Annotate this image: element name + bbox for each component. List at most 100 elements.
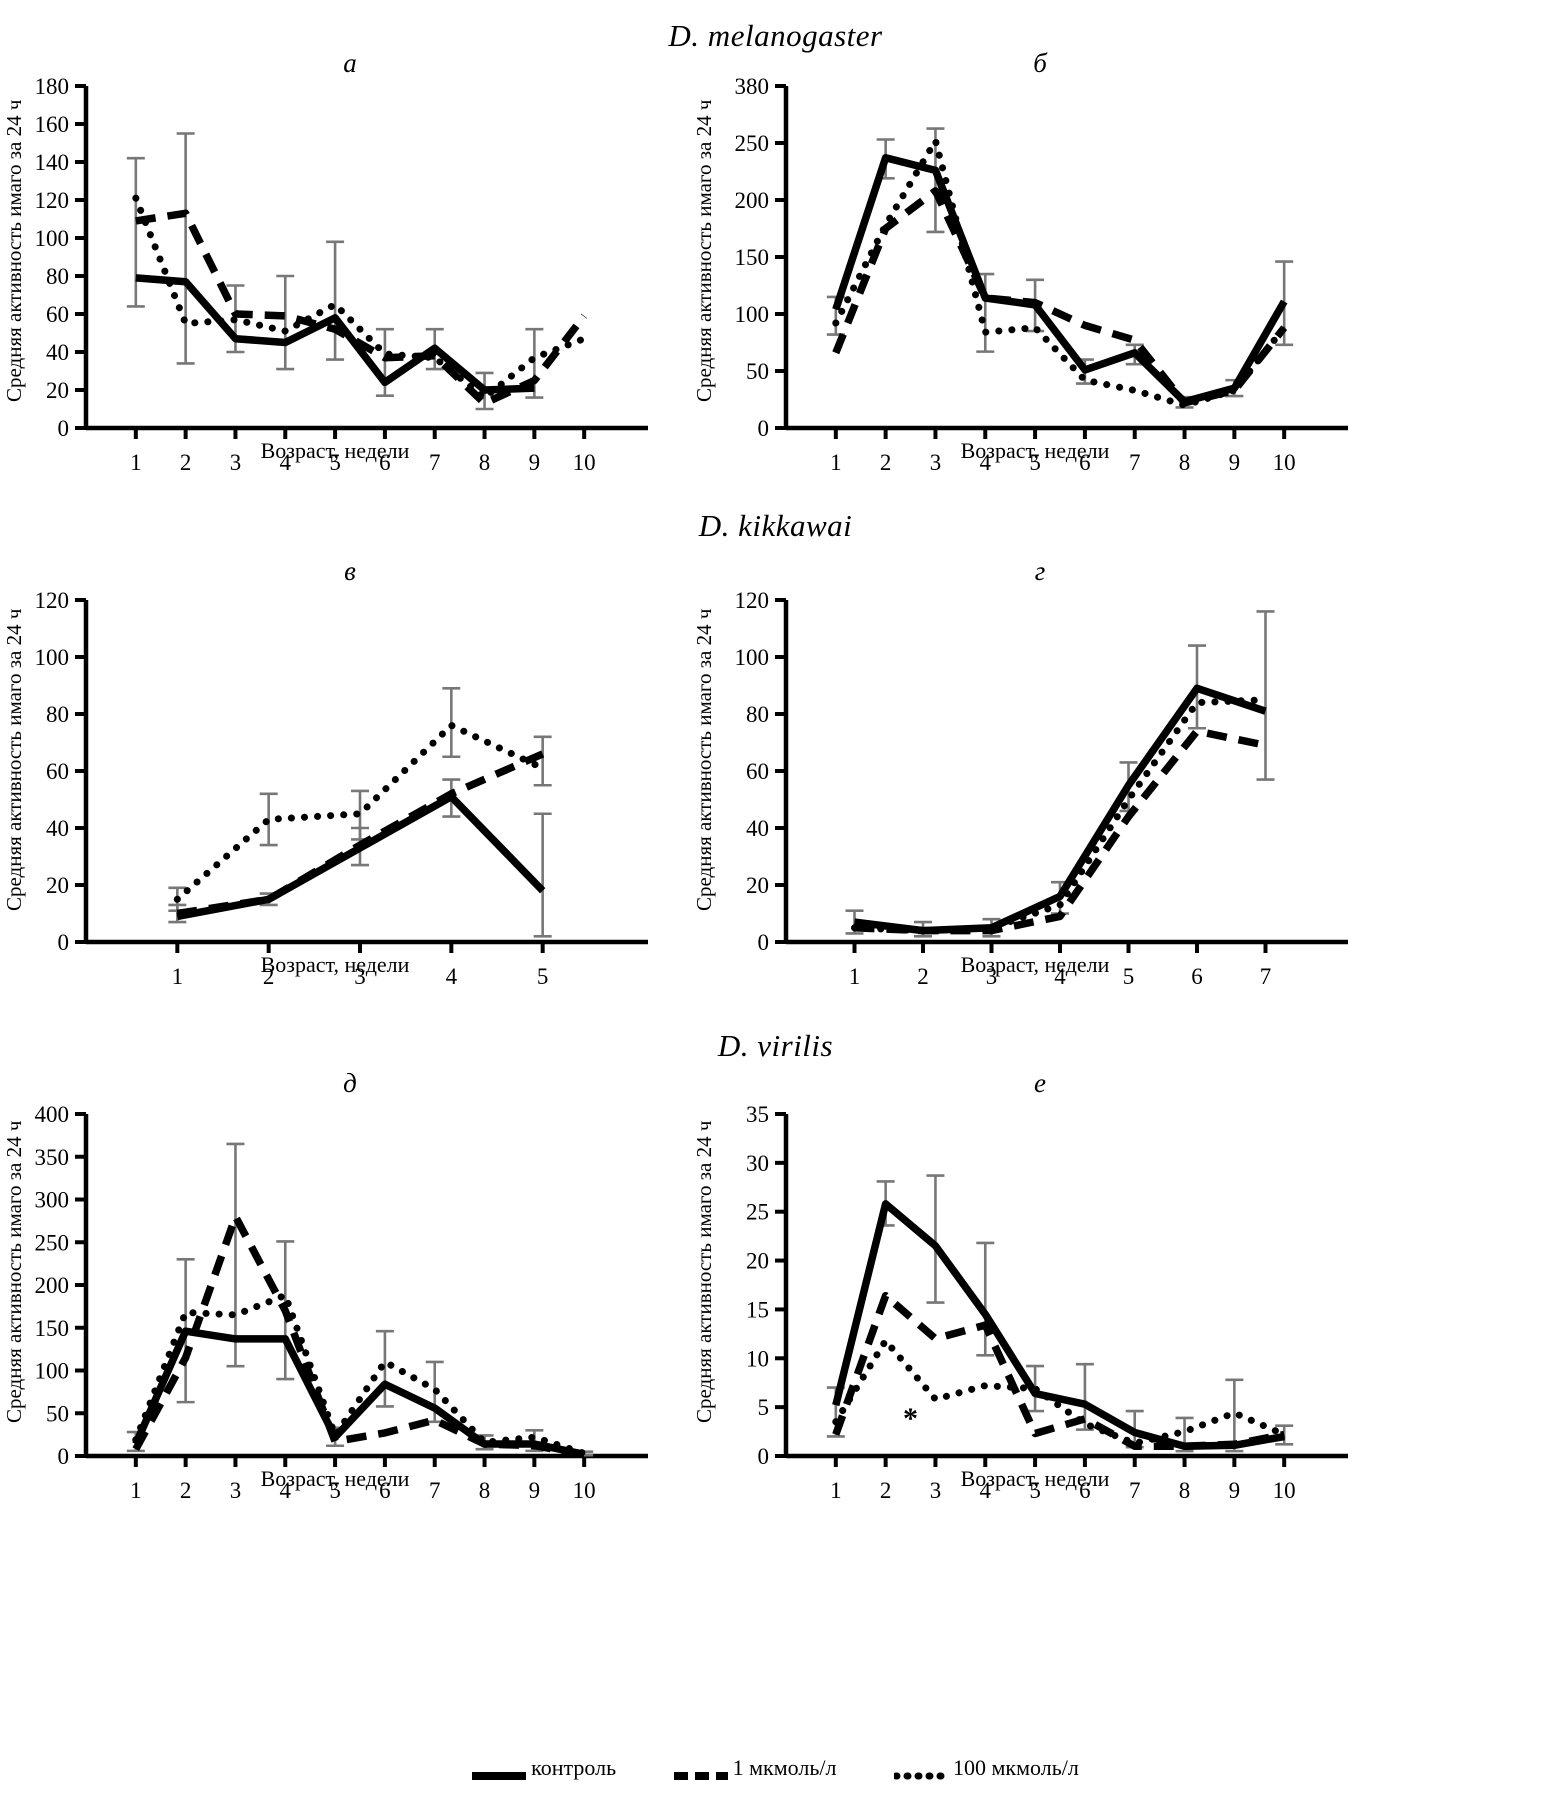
y-tick-label: 120 [735,588,770,613]
panel-g: г Средняя активность имаго за 24 ч 0 20 40… [690,556,1390,996]
x-tick-label: 9 [1229,1478,1241,1503]
panel-a: а Средняя активность имаго за 24 ч 0 20 40… [0,48,700,478]
series-line-dotted [851,696,1269,935]
y-tick-label: 100 [35,1359,70,1384]
panel-b-plot: 0 50 100 150 200 250 380 1 2 3 4 5 6 7 8 9 10 [735,74,1348,475]
y-tick-label: 60 [746,759,769,784]
y-tick-label: 350 [35,1145,70,1170]
panel-d-plot: 0 50 100 150 200 250 300 350 400 1 2 3 4 5 6 7 8 9 10 [35,1102,648,1503]
x-tick-label: 2 [880,1478,892,1503]
y-tick-label: 400 [35,1102,70,1127]
legend-swatch-dashed [673,1762,728,1780]
x-tick-label: 5 [1029,1478,1041,1503]
series-line-solid [135,274,535,394]
y-tick-label: 200 [735,188,770,213]
legend-swatch-dotted [892,1762,952,1780]
y-tick-label: 5 [758,1395,770,1420]
panel-e-x-axis-label: Возраст, недели [960,1466,1110,1491]
y-tick-label: 35 [746,1102,769,1127]
panel-v-plot: 0 20 40 60 80 100 120 1 2 3 4 5 [35,588,648,989]
x-tick-label: 6 [1079,1478,1091,1503]
series-line-dotted [832,1337,1288,1447]
panel-letter-g: г [1034,556,1046,586]
y-tick-label: 50 [746,359,769,384]
panel-g-x-axis-label: Возраст, недели [960,952,1110,977]
y-tick-label: 10 [746,1346,769,1371]
x-tick-label: 4 [446,964,458,989]
x-tick-label: 7 [1260,964,1272,989]
x-tick-label: 10 [1273,450,1296,475]
legend-label-100-umol: 100 мкмоль/л [952,1754,1079,1780]
series-line-dotted [132,194,588,402]
y-tick-label: 30 [746,1151,769,1176]
y-tick-label: 60 [46,759,69,784]
panel-a-x-axis-label: Возраст, недели [260,438,410,463]
species-title-melanogaster: D. melanogaster [668,18,883,53]
y-tick-label: 0 [758,930,770,955]
y-tick-label: 80 [746,702,769,727]
x-tick-label: 9 [529,1478,541,1503]
legend-swatch-solid [472,1762,527,1780]
y-tick-label: 300 [35,1188,70,1213]
y-tick-label: 0 [58,416,70,441]
panel-letter-e: е [1034,1068,1046,1098]
panel-letter-b: б [1033,48,1047,78]
x-tick-label: 8 [1179,1478,1191,1503]
panel-e-plot: 0 5 10 15 20 25 30 35 1 2 3 4 5 6 7 8 9 10 * [746,1102,1348,1503]
series-line-dashed [135,209,588,408]
y-tick-label: 160 [35,112,70,137]
significance-asterisk: * [903,1402,918,1435]
x-tick-label: 4 [280,1478,292,1503]
x-tick-label: 3 [986,964,998,989]
x-tick-label: 1 [172,964,184,989]
x-tick-label: 3 [230,1478,242,1503]
y-tick-label: 80 [46,264,69,289]
x-tick-label: 4 [980,450,992,475]
y-tick-label: 0 [758,1444,770,1469]
y-tick-label: 25 [746,1200,769,1225]
x-tick-label: 5 [537,964,549,989]
panel-letter-v: в [344,556,356,586]
y-tick-label: 0 [58,1444,70,1469]
y-tick-label: 100 [35,645,70,670]
y-tick-label: 250 [35,1230,70,1255]
error-bar [525,327,544,399]
y-tick-label: 40 [46,340,69,365]
y-tick-label: 140 [35,150,70,175]
x-tick-label: 5 [329,450,341,475]
x-tick-label: 2 [180,1478,192,1503]
series-line-solid [854,684,1267,935]
species-title-kikkawai: D. kikkawai [698,508,853,543]
panel-b-x-axis-label: Возраст, недели [960,438,1110,463]
y-tick-label: 80 [46,702,69,727]
error-bar [926,1174,945,1304]
legend-item-1-umol: 1 мкмоль/л [673,1753,837,1781]
y-tick-label: 100 [35,226,70,251]
y-tick-label: 120 [35,588,70,613]
x-tick-label: 6 [1191,964,1203,989]
x-tick-label: 7 [1129,1478,1141,1503]
series-line-dotted [132,1291,588,1457]
legend: контроль 1 мкмоль/л 100 мкмоль/л [0,1752,1551,1781]
legend-label-control: контроль [531,1754,617,1780]
legend-label-1-umol: 1 мкмоль/л [732,1754,837,1780]
y-tick-label: 0 [58,930,70,955]
y-tick-label: 20 [46,378,69,403]
panel-letter-a: а [343,48,357,78]
error-bar [375,1329,394,1408]
y-tick-label: 150 [735,245,770,270]
panel-a-plot: 0 20 40 60 80 100 120 140 160 180 1 2 3 4 5 6 7 8 9 10 [35,74,648,475]
x-tick-label: 5 [1123,964,1135,989]
x-tick-label: 8 [1179,450,1191,475]
error-bar [533,735,552,787]
error-bar [1075,1362,1094,1431]
x-tick-label: 3 [930,1478,942,1503]
series-line-dashed [176,750,545,918]
y-tick-label: 20 [46,873,69,898]
x-tick-label: 3 [230,450,242,475]
species-title-virilis: D. virilis [717,1028,834,1063]
error-bar [126,156,145,308]
x-tick-label: 4 [280,450,292,475]
y-tick-label: 60 [46,302,69,327]
